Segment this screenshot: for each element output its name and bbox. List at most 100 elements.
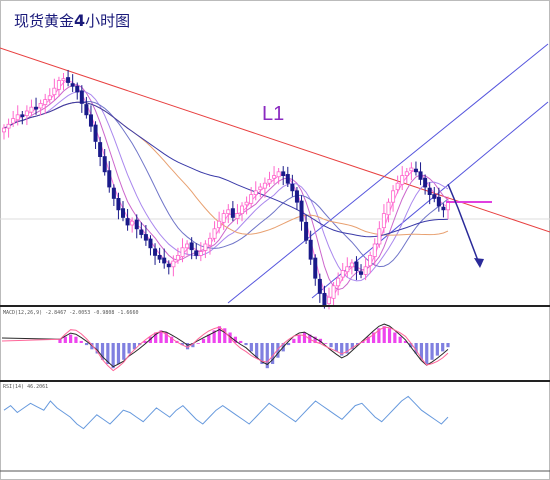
macd-legend: MACD(12,26,9) -2.8467 -2.0053 -0.9808 -1…	[3, 310, 138, 316]
macd-histogram-bar	[132, 343, 137, 350]
candle-body	[336, 277, 341, 287]
candle-body	[47, 95, 52, 101]
candle-body	[294, 190, 299, 203]
macd-histogram-bar	[223, 328, 227, 343]
candle-body	[166, 263, 171, 268]
candle-body	[377, 228, 382, 245]
candle-body	[207, 237, 212, 246]
candle-body	[185, 243, 190, 249]
candle-body	[38, 103, 43, 109]
candle-body	[391, 190, 396, 203]
macd-histogram-bar	[286, 343, 291, 346]
macd-histogram-bar	[382, 326, 386, 343]
candle-body	[34, 106, 39, 110]
macd-histogram-bar	[74, 336, 78, 343]
candle-body	[212, 228, 217, 239]
macd-histogram-bar	[79, 340, 83, 343]
macd-histogram-bar	[159, 330, 163, 343]
candle-body	[432, 194, 437, 199]
candle-body	[11, 118, 16, 124]
candle-body	[322, 292, 327, 306]
candle-body	[354, 261, 359, 271]
macd-histogram-bar	[212, 330, 216, 343]
channel-line-upper	[227, 43, 549, 304]
candle-body	[148, 238, 153, 249]
title-prefix: 现货黄金	[14, 12, 74, 30]
macd-histogram-bar	[292, 338, 296, 343]
macd-histogram-bar	[260, 343, 264, 364]
macd-histogram-bar	[196, 343, 200, 344]
candle-body	[349, 262, 354, 268]
macd-histogram-bar	[207, 334, 211, 343]
rsi-legend: RSI(14) 46.2061	[3, 384, 48, 390]
macd-histogram-bar	[435, 343, 439, 356]
macd-histogram-bar	[371, 332, 376, 343]
candle-body	[436, 196, 441, 207]
macd-histogram-bar	[387, 328, 392, 343]
macd-histogram-bar	[302, 332, 307, 343]
candle-body	[111, 187, 116, 199]
macd-histogram-bar	[217, 326, 222, 343]
candle-body	[285, 174, 290, 184]
candle-body	[427, 187, 432, 195]
candle-body	[226, 209, 231, 215]
macd-panel	[1, 323, 450, 372]
title-number: 4	[74, 11, 85, 30]
macd-histogram-bar	[297, 334, 301, 343]
price-panel	[0, 43, 550, 310]
candle-body	[290, 183, 295, 192]
candle-body	[235, 213, 240, 219]
candle-body	[180, 247, 185, 257]
macd-histogram-bar	[164, 332, 168, 343]
macd-histogram-bar	[441, 343, 445, 352]
forecast-arrowhead	[474, 258, 484, 268]
candle-body	[198, 251, 203, 256]
candle-body	[413, 168, 418, 173]
macd-histogram-bar	[111, 343, 115, 369]
macd-histogram-bar	[414, 343, 418, 354]
candle-body	[125, 218, 130, 226]
candle-body	[308, 239, 313, 260]
macd-histogram-bar	[143, 340, 147, 343]
candle-body	[88, 114, 93, 127]
forecast-arrow	[447, 183, 481, 267]
macd-histogram-bar	[366, 336, 370, 343]
macd-histogram-bar	[249, 343, 253, 352]
candle-body	[331, 285, 336, 299]
macd-histogram-bar	[100, 343, 105, 360]
candle-body	[340, 270, 345, 278]
candle-body	[230, 208, 235, 218]
macd-histogram-bar	[95, 343, 99, 354]
macd-histogram-bar	[409, 343, 413, 348]
chart-title: 现货黄金4小时图	[14, 11, 130, 30]
candle-body	[52, 87, 57, 96]
macd-histogram-bar	[265, 343, 269, 369]
candle-body	[24, 110, 29, 116]
candle-body	[93, 124, 98, 142]
macd-histogram-bar	[340, 343, 344, 356]
candle-body	[84, 104, 89, 116]
candle-body	[143, 234, 148, 241]
candle-body	[368, 254, 373, 267]
candle-body	[29, 106, 34, 113]
candle-body	[221, 213, 226, 223]
macd-histogram-bar	[329, 343, 333, 348]
macd-signal-line	[1, 323, 449, 368]
candle-body	[157, 254, 162, 260]
macd-histogram-bar	[191, 343, 195, 348]
macd-histogram-bar	[324, 343, 328, 344]
candle-body	[258, 186, 263, 191]
macd-histogram-bar	[180, 343, 184, 346]
candle-body	[276, 171, 281, 178]
macd-histogram-bar	[271, 343, 275, 364]
candle-body	[400, 175, 405, 185]
macd-histogram-bar	[398, 336, 402, 343]
candle-body	[299, 200, 304, 222]
macd-histogram-bar	[255, 343, 259, 358]
candle-body	[98, 142, 103, 157]
macd-histogram-bar	[233, 336, 237, 343]
candle-body	[386, 201, 391, 216]
candle-body	[244, 201, 249, 206]
macd-histogram-bar	[334, 343, 338, 352]
